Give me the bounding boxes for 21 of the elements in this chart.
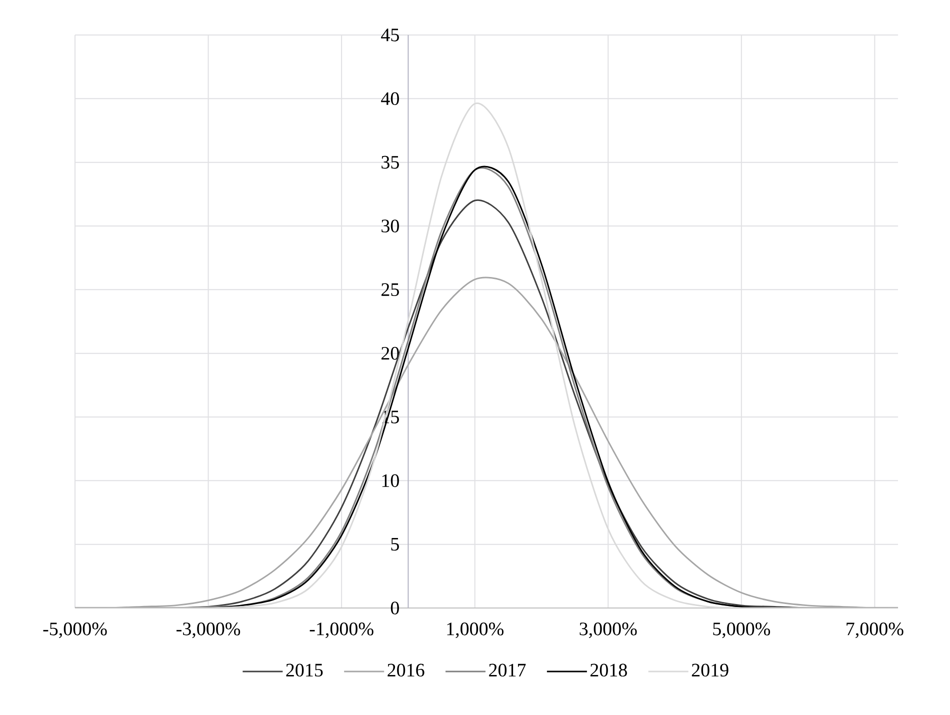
x-tick-label: 7,000% — [846, 622, 904, 638]
legend-label: 2018 — [590, 664, 627, 677]
legend-label: 2016 — [388, 664, 424, 677]
y-tick-label: 30 — [382, 220, 399, 232]
x-tick-label: 1,000% — [447, 622, 504, 638]
y-tick-label: 0 — [390, 602, 399, 614]
legend-label: 2015 — [286, 664, 323, 677]
x-tick-label: 3,000% — [580, 622, 637, 638]
y-tick-label: 25 — [382, 283, 399, 296]
legend-label: 2019 — [692, 664, 728, 677]
y-tick-label: 10 — [382, 474, 399, 488]
y-tick-label: 5 — [391, 538, 399, 551]
y-tick-label: 35 — [382, 156, 399, 169]
x-tick-label: -5,000% — [43, 622, 107, 638]
x-tick-label: -3,000% — [176, 622, 240, 638]
x-tick-label: -1,000% — [310, 622, 374, 638]
y-tick-label: 45 — [381, 28, 399, 42]
legend-label: 2017 — [489, 664, 526, 677]
y-tick-label: 40 — [381, 92, 399, 106]
x-tick-label: 5,000% — [713, 622, 770, 638]
y-tick-label: 20 — [382, 346, 399, 360]
